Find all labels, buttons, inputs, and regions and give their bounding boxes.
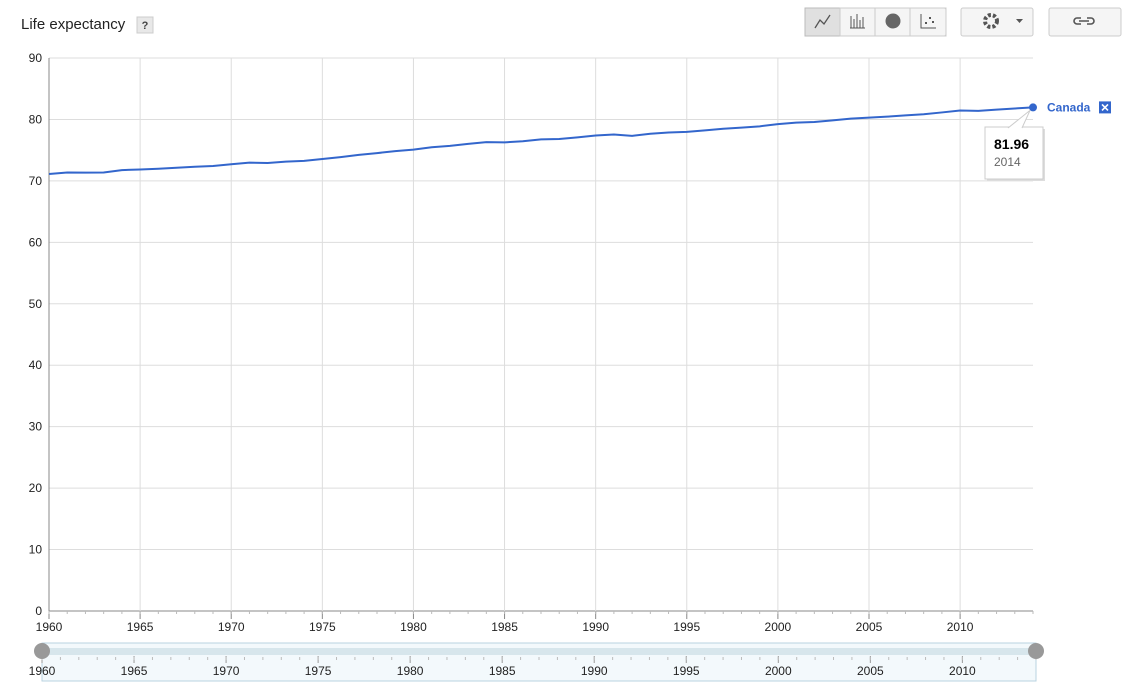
x-tick-label: 1970 [218,620,245,634]
tooltip [984,126,1044,180]
timeline-handle-right[interactable] [1028,643,1044,659]
chart-type-buttons [804,7,947,37]
x-tick-label: 1965 [127,620,154,634]
series-line [48,106,1034,175]
link-icon [1073,17,1095,25]
y-tick-label: 80 [29,112,43,126]
x-tick-label: 2010 [947,620,974,634]
timeline-label: 1970 [213,664,240,678]
x-tick-label: 1985 [491,620,518,634]
scatter-dot [932,21,934,23]
y-tick-label: 40 [29,358,43,372]
help-icon[interactable]: ? [142,20,149,32]
dropdown-arrow [1016,19,1023,23]
x-tick-label: 1990 [582,620,609,634]
y-tick-label: 60 [29,235,43,249]
scatter-dot [929,17,931,19]
y-tick-label: 30 [29,420,43,434]
timeline-range[interactable] [42,648,1036,655]
timeline-label: 1990 [581,664,608,678]
y-tick-label: 0 [35,604,42,618]
scatter-button[interactable] [909,7,947,37]
timeline-label: 1995 [673,664,700,678]
tooltip-year: 2014 [994,155,1021,169]
line-chart-button[interactable] [804,7,841,37]
x-tick-label: 2000 [765,620,792,634]
tooltip-value: 81.96 [994,136,1029,152]
y-tick-label: 20 [29,481,43,495]
remove-x [1101,103,1109,111]
bar-icon [850,14,865,29]
x-tick-label: 1980 [400,620,427,634]
scatter-dot [925,22,927,24]
help-button[interactable] [136,16,154,34]
link-button[interactable] [1048,7,1122,37]
timeline-label: 1980 [397,664,424,678]
legend-label[interactable]: Canada [1047,100,1091,114]
chart-title: Life expectancy [21,16,126,33]
y-tick-label: 50 [29,297,43,311]
timeline-label: 1985 [489,664,516,678]
x-tick-label: 1975 [309,620,336,634]
y-tick-label: 70 [29,174,43,188]
scatter-icon [920,14,936,29]
tooltip-pointer [1007,110,1031,129]
timeline-label: 1975 [305,664,332,678]
globe-icon [885,13,901,29]
timeline-handle-left[interactable] [34,643,50,659]
timeline-label: 1965 [121,664,148,678]
x-tick-label: 1995 [673,620,700,634]
x-tick-label: 1960 [36,620,63,634]
timeline-label: 1960 [29,664,56,678]
timeline-label: 2000 [765,664,792,678]
timeline-label: 2010 [949,664,976,678]
gear-icon [983,13,999,29]
y-tick-label: 90 [29,51,43,65]
line-icon [814,14,831,29]
timeline-label: 2005 [857,664,884,678]
x-tick-label: 2005 [856,620,883,634]
end-point [1029,103,1037,112]
y-tick-label: 10 [29,543,43,557]
